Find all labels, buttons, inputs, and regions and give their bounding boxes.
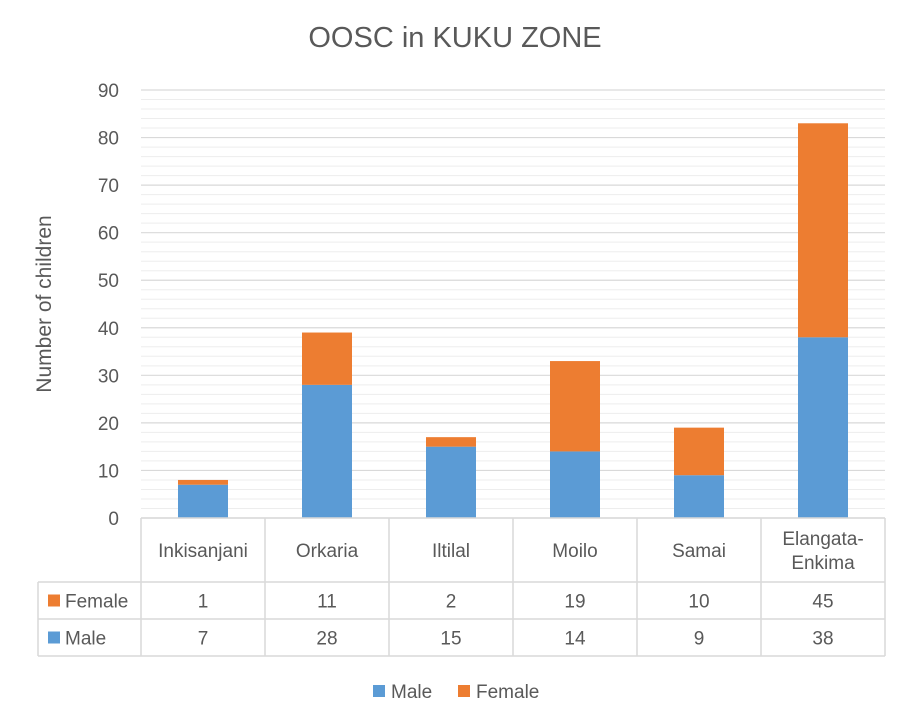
table-cell: 45 [812,592,833,613]
bar-male [550,451,600,518]
bar-female [798,123,848,338]
y-tick-label: 40 [98,319,119,340]
y-axis-ticks: 0 10 20 30 40 50 60 70 80 90 [98,81,119,530]
y-tick-label: 20 [98,414,119,435]
table-cell: 1 [198,592,209,613]
bar-male [674,475,724,518]
gridlines [141,89,885,519]
table-cell: 10 [688,592,709,613]
bar-female [426,437,476,447]
category-label: Inkisanjani [158,541,248,562]
bar-female [302,332,352,385]
table-legend-swatch [48,631,60,644]
table-cell: 7 [198,629,209,650]
category-label: Orkaria [296,541,359,562]
table-cell: 38 [812,629,833,650]
bar-male [426,446,476,518]
category-label: Elangata- [782,529,863,550]
table-cell: 2 [446,592,457,613]
category-label: Samai [672,541,726,562]
y-tick-label: 70 [98,176,119,197]
bar-male [178,484,228,518]
bar-female [550,361,600,452]
bar-male [302,384,352,518]
bar-male [798,337,848,518]
y-axis-label: Number of children [33,215,56,392]
bars [178,123,848,518]
table-cell: 28 [316,629,337,650]
bar-female [178,479,228,485]
table-cell: 11 [317,592,337,613]
table-cell: 19 [564,592,585,613]
category-label: Enkima [791,553,855,574]
legend-label: Female [476,682,539,703]
table-cell: 14 [564,629,586,650]
category-label: Iltilal [432,541,470,562]
table-row-label: Male [65,629,106,650]
legend-swatch [373,685,385,697]
y-tick-label: 50 [98,271,119,292]
y-tick-label: 90 [98,81,119,102]
y-tick-label: 60 [98,224,119,245]
data-table: Inkisanjani Orkaria Iltilal Moilo Samai Elang… [37,517,886,657]
table-legend-swatch [48,594,60,607]
y-tick-label: 80 [98,129,119,150]
bar-female [674,427,724,476]
category-label: Moilo [552,541,597,562]
legend: Male Female [373,682,539,703]
chart-title: OOSC in KUKU ZONE [308,22,601,54]
legend-label: Male [391,682,432,703]
table-cell: 15 [440,629,461,650]
y-tick-label: 0 [108,509,119,530]
table-row-label: Female [65,592,128,613]
legend-swatch [458,685,470,697]
table-cell: 9 [694,629,705,650]
y-tick-label: 30 [98,366,119,387]
y-tick-label: 10 [98,461,119,482]
